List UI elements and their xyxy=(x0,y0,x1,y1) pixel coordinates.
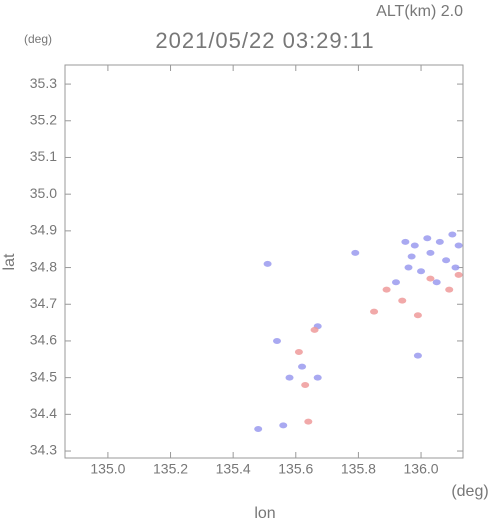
echo-cell xyxy=(313,374,322,381)
echo-cell xyxy=(285,374,294,381)
echo-cell xyxy=(263,260,272,267)
echo-cell xyxy=(404,264,413,271)
echo-cell xyxy=(410,242,419,249)
x-axis-label: lon xyxy=(254,505,275,521)
y-tick-label: 34.4 xyxy=(30,405,57,421)
plot-frame xyxy=(64,64,464,459)
y-tick-label: 34.3 xyxy=(30,442,57,458)
x-tick-label: 135.8 xyxy=(341,461,376,477)
echo-cell xyxy=(435,238,444,245)
y-tick-label: 34.5 xyxy=(30,368,57,384)
y-unit: (deg) xyxy=(24,32,52,46)
echo-cell xyxy=(432,279,441,286)
y-tick-label: 35.0 xyxy=(30,185,57,201)
echo-cell xyxy=(426,275,435,282)
echo-cell xyxy=(279,422,288,429)
chart-title: 2021/05/22 03:29:11 xyxy=(155,28,374,53)
echo-cell xyxy=(254,426,263,433)
echo-cell xyxy=(401,238,410,245)
echo-cell xyxy=(448,231,457,238)
echo-cell xyxy=(407,253,416,260)
echo-cell xyxy=(294,348,303,355)
echo-cell xyxy=(451,264,460,271)
echo-cell xyxy=(370,308,379,315)
y-tick-label: 35.1 xyxy=(30,148,57,164)
y-tick-label: 34.7 xyxy=(30,295,57,311)
x-tick-label: 135.2 xyxy=(153,461,188,477)
echo-cell xyxy=(272,337,281,344)
echo-cell xyxy=(454,271,463,278)
echo-cell xyxy=(351,249,360,256)
echo-cell xyxy=(304,418,313,425)
echo-cell xyxy=(442,257,451,264)
echo-cell xyxy=(301,381,310,388)
x-tick-label: 136.0 xyxy=(404,461,439,477)
echo-cell xyxy=(454,242,463,249)
y-tick-label: 35.2 xyxy=(30,111,57,127)
altitude-label: ALT(km) 2.0 xyxy=(376,3,463,20)
y-tick-label: 34.6 xyxy=(30,332,57,348)
y-tick-label: 35.3 xyxy=(30,75,57,91)
echo-cell xyxy=(310,326,319,333)
y-tick-label: 34.8 xyxy=(30,258,57,274)
echo-cell xyxy=(398,297,407,304)
echo-cell xyxy=(413,312,422,319)
x-tick-label: 135.6 xyxy=(278,461,313,477)
echo-cell xyxy=(391,279,400,286)
echo-cell xyxy=(413,352,422,359)
x-unit: (deg) xyxy=(451,483,488,500)
y-axis-label: lat xyxy=(1,253,18,270)
echo-cell xyxy=(382,286,391,293)
x-tick-label: 135.0 xyxy=(90,461,125,477)
echo-cell xyxy=(445,286,454,293)
echo-cell xyxy=(426,249,435,256)
echo-cell xyxy=(298,363,307,370)
echo-cell xyxy=(423,235,432,242)
x-tick-label: 135.4 xyxy=(216,461,251,477)
echo-cell xyxy=(417,268,426,275)
y-tick-label: 34.9 xyxy=(30,222,57,238)
